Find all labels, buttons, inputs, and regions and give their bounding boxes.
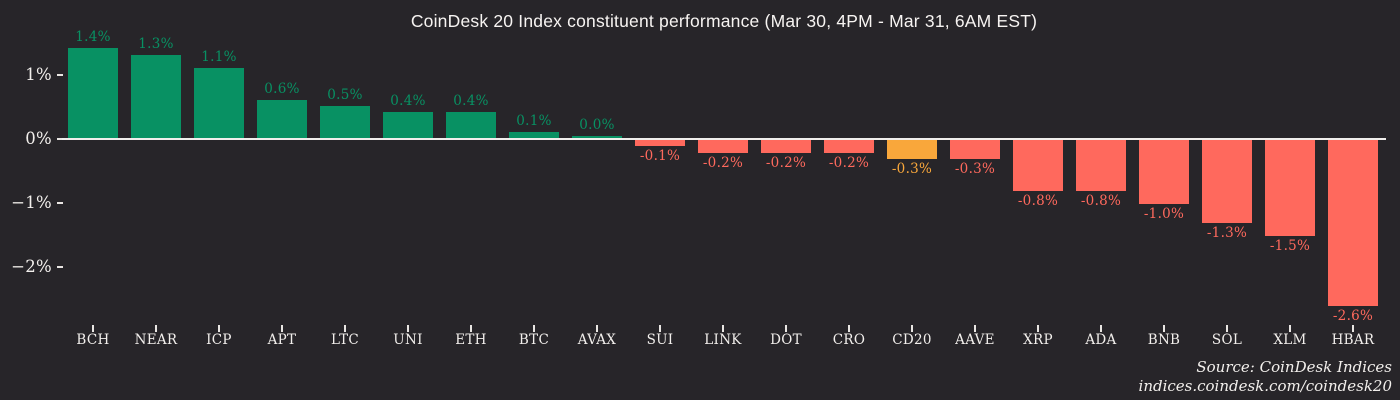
x-axis-label-eth: ETH: [455, 332, 487, 348]
bar-value-label-apt: 0.6%: [264, 80, 300, 97]
x-axis-tick-mark: [1352, 325, 1354, 332]
bar-near: [131, 54, 181, 138]
x-axis-tick-mark: [1100, 325, 1102, 332]
y-axis-tick-mark: [57, 266, 63, 268]
y-axis-tick-mark: [57, 138, 63, 140]
bar-dot: [761, 140, 811, 153]
chart-title: CoinDesk 20 Index constituent performanc…: [410, 11, 1038, 31]
y-axis-tick-label: 1%: [25, 65, 52, 84]
x-axis-label-dot: DOT: [770, 332, 802, 348]
x-axis-tick-mark: [1163, 325, 1165, 332]
x-axis-label-apt: APT: [267, 332, 297, 348]
x-axis-label-near: NEAR: [134, 332, 178, 348]
x-axis-label-sui: SUI: [646, 332, 674, 348]
bar-value-label-sui: -0.1%: [639, 148, 681, 165]
bar-uni: [383, 112, 433, 138]
x-axis-label-bnb: BNB: [1147, 332, 1181, 348]
bar-value-label-link: -0.2%: [702, 154, 744, 171]
x-axis-label-cro: CRO: [832, 332, 866, 348]
source-attribution: Source: CoinDesk Indices indices.coindes…: [1139, 358, 1392, 395]
x-axis-tick-mark: [533, 325, 535, 332]
bar-apt: [257, 99, 307, 138]
bar-eth: [446, 112, 496, 138]
bar-sui: [635, 140, 685, 147]
bar-sol: [1202, 140, 1252, 224]
bar-link: [698, 140, 748, 153]
bar-icp: [194, 67, 244, 138]
bar-value-label-eth: 0.4%: [453, 93, 489, 110]
x-axis-tick-mark: [281, 325, 283, 332]
bar-value-label-near: 1.3%: [138, 35, 174, 52]
x-axis-tick-mark: [218, 325, 220, 332]
x-axis-label-aave: AAVE: [955, 332, 995, 348]
source-url: indices.coindesk.com/coindesk20: [1138, 376, 1392, 395]
bar-value-label-uni: 0.4%: [390, 93, 426, 110]
x-axis-tick-mark: [1226, 325, 1228, 332]
x-axis-label-cd20: CD20: [892, 332, 932, 348]
bar-value-label-ada: -0.8%: [1080, 193, 1122, 210]
bar-value-label-aave: -0.3%: [954, 161, 996, 178]
bar-xrp: [1013, 140, 1063, 192]
bar-cd20: [887, 140, 937, 160]
x-axis-tick-mark: [785, 325, 787, 332]
x-axis-label-avax: AVAX: [577, 332, 617, 348]
y-axis-tick-label: −1%: [11, 193, 52, 212]
x-axis-tick-mark: [596, 325, 598, 332]
y-axis-tick-label: 0%: [25, 129, 52, 148]
x-axis-tick-mark: [407, 325, 409, 332]
bar-value-label-bnb: -1.0%: [1143, 206, 1185, 222]
y-axis-tick-mark: [57, 202, 63, 204]
x-axis-tick-mark: [974, 325, 976, 332]
bar-value-label-bch: 1.4%: [75, 29, 111, 46]
bar-value-label-ltc: 0.5%: [327, 87, 363, 103]
bar-bch: [68, 48, 118, 138]
y-axis-tick-mark: [57, 74, 63, 76]
bar-value-label-dot: -0.2%: [765, 154, 807, 171]
x-axis-label-xrp: XRP: [1023, 332, 1053, 348]
bar-value-label-cd20: -0.3%: [891, 161, 933, 178]
bar-cro: [824, 140, 874, 153]
bar-ada: [1076, 140, 1126, 192]
x-axis-tick-mark: [659, 325, 661, 332]
x-axis-tick-mark: [92, 325, 94, 332]
x-axis-label-ada: ADA: [1085, 332, 1117, 348]
x-axis-label-icp: ICP: [206, 332, 232, 348]
bar-value-label-icp: 1.1%: [201, 48, 237, 65]
bar-xlm: [1265, 140, 1315, 236]
bar-value-label-cro: -0.2%: [828, 154, 870, 171]
x-axis-label-xlm: XLM: [1273, 332, 1307, 348]
x-axis-zero-line: [62, 138, 1386, 140]
bar-value-label-avax: 0.0%: [579, 116, 615, 133]
bar-aave: [950, 140, 1000, 160]
bar-btc: [509, 131, 559, 138]
x-axis-label-ltc: LTC: [330, 332, 360, 348]
bar-value-label-xrp: -0.8%: [1017, 193, 1059, 210]
bar-value-label-xlm: -1.5%: [1269, 238, 1311, 254]
x-axis-tick-mark: [722, 325, 724, 332]
source-text: Source: CoinDesk Indices: [1196, 358, 1392, 376]
x-axis-label-hbar: HBAR: [1331, 332, 1375, 348]
bar-bnb: [1139, 140, 1189, 204]
bar-hbar: [1328, 140, 1378, 307]
bar-value-label-hbar: -2.6%: [1332, 308, 1374, 325]
x-axis-tick-mark: [344, 325, 346, 332]
x-axis-label-sol: SOL: [1211, 332, 1243, 348]
x-axis-tick-mark: [848, 325, 850, 332]
bar-value-label-sol: -1.3%: [1206, 225, 1248, 242]
x-axis-tick-mark: [1289, 325, 1291, 332]
y-axis-tick-label: −2%: [11, 257, 52, 276]
x-axis-tick-mark: [1037, 325, 1039, 332]
x-axis-label-btc: BTC: [518, 332, 550, 348]
bar-ltc: [320, 106, 370, 138]
bar-avax: [572, 135, 622, 138]
x-axis-tick-mark: [911, 325, 913, 332]
bar-value-label-btc: 0.1%: [516, 112, 552, 129]
x-axis-label-link: LINK: [704, 332, 742, 348]
x-axis-tick-mark: [155, 325, 157, 332]
x-axis-tick-mark: [470, 325, 472, 332]
x-axis-label-uni: UNI: [393, 332, 423, 348]
x-axis-label-bch: BCH: [76, 332, 110, 348]
